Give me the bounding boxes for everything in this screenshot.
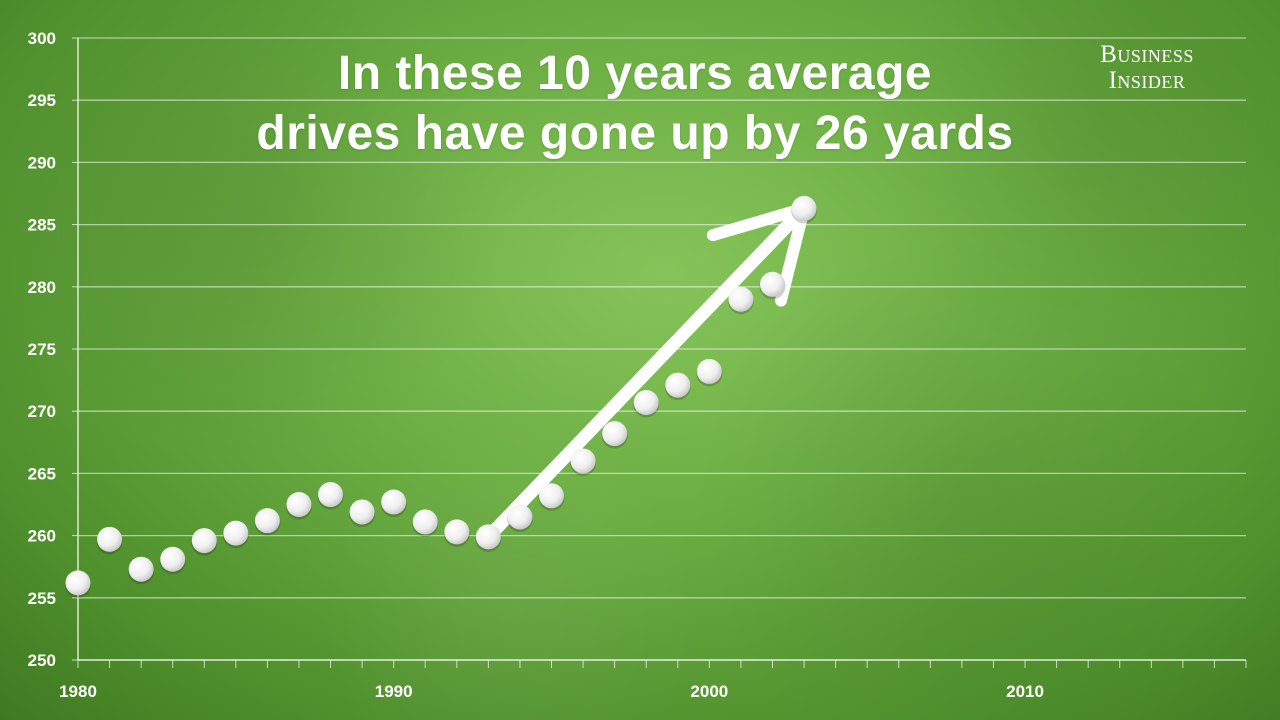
axes <box>72 37 1247 668</box>
y-tick-label-280: 280 <box>28 278 56 297</box>
x-tick-label-2010: 2010 <box>1006 682 1044 701</box>
data-point-1985 <box>223 520 249 546</box>
y-tick-label-290: 290 <box>28 153 56 172</box>
data-point-2000 <box>696 358 722 384</box>
data-point-1994 <box>507 504 533 530</box>
data-point-1996 <box>570 448 596 474</box>
data-point-1995 <box>539 483 565 509</box>
data-point-1999 <box>665 372 691 398</box>
gridlines <box>78 37 1246 599</box>
logo-line-2: Insider <box>1108 67 1186 94</box>
y-tick-label-270: 270 <box>28 402 56 421</box>
logo-line-1: Business <box>1100 41 1194 68</box>
y-tick-label-275: 275 <box>28 340 56 359</box>
data-point-1980 <box>65 570 91 596</box>
data-point-1990 <box>381 489 407 515</box>
data-point-1984 <box>191 528 217 554</box>
x-tick-label-1980: 1980 <box>59 682 97 701</box>
business-insider-logo: Business Insider <box>1082 42 1212 94</box>
trend-arrow <box>481 202 811 544</box>
data-point-1992 <box>444 519 470 545</box>
y-tick-label-250: 250 <box>28 651 56 670</box>
headline-line-2: drives have gone up by 26 yards <box>256 107 1014 160</box>
data-points <box>65 195 818 598</box>
data-point-1993 <box>475 524 501 550</box>
y-tick-label-300: 300 <box>28 29 56 48</box>
data-point-1998 <box>633 389 659 415</box>
data-point-2001 <box>728 286 754 312</box>
data-point-1982 <box>128 556 154 582</box>
x-tick-label-2000: 2000 <box>690 682 728 701</box>
y-tick-label-295: 295 <box>28 91 56 110</box>
data-point-1997 <box>602 421 628 447</box>
data-point-1983 <box>160 546 186 572</box>
data-point-1989 <box>349 499 375 525</box>
data-point-2002 <box>759 271 785 297</box>
x-tick-label-1990: 1990 <box>375 682 413 701</box>
data-point-1986 <box>254 508 280 534</box>
headline-line-1: In these 10 years average <box>337 47 933 100</box>
data-point-1991 <box>412 509 438 535</box>
x-axis-tick-labels: 1980 1990 2000 2010 <box>59 682 1044 701</box>
trend-arrow-shaft <box>481 206 807 544</box>
data-point-1987 <box>286 492 312 517</box>
data-point-2003 <box>791 195 817 221</box>
y-axis-tick-labels: 250 255 260 265 270 275 280 285 290 295 300 <box>28 29 56 670</box>
y-tick-label-255: 255 <box>28 589 56 608</box>
y-tick-label-285: 285 <box>28 216 56 235</box>
y-tick-label-265: 265 <box>28 464 56 483</box>
data-point-1988 <box>318 482 344 508</box>
data-point-1981 <box>97 526 123 552</box>
y-tick-label-260: 260 <box>28 527 56 546</box>
